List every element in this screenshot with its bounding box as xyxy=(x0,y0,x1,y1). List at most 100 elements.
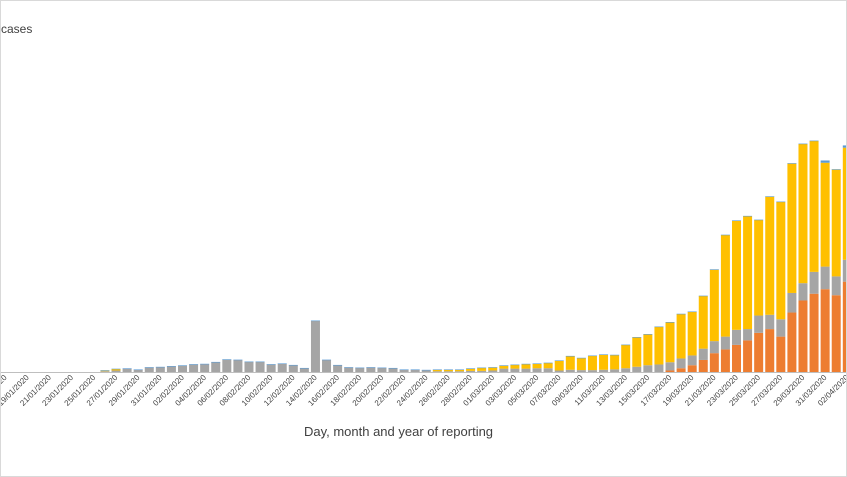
bar-segment xyxy=(654,364,664,372)
bar-segment xyxy=(100,370,110,372)
bar-segment xyxy=(399,369,409,372)
bar-segment xyxy=(842,281,846,372)
bar-segment xyxy=(410,369,420,372)
bar-segment xyxy=(133,369,143,372)
bar-segment xyxy=(809,140,819,272)
bar-segment xyxy=(255,361,265,363)
bar-segment xyxy=(632,366,642,372)
bar-segment xyxy=(310,320,320,322)
bar-segment xyxy=(587,355,597,357)
bar-segment xyxy=(421,370,431,372)
bar-segment xyxy=(565,355,575,357)
bar-segment xyxy=(709,341,719,354)
bar-segment xyxy=(499,365,509,369)
bar-segment xyxy=(466,370,476,372)
bar-segment xyxy=(543,362,553,364)
bar-segment xyxy=(200,363,210,365)
bar-segment xyxy=(687,311,697,356)
bar-segment xyxy=(787,292,797,313)
bar-segment xyxy=(665,322,675,323)
bar-segment xyxy=(222,359,232,360)
bar-segment xyxy=(521,368,531,372)
bar-segment xyxy=(709,269,719,270)
bar-segment xyxy=(831,295,841,372)
bar-segment xyxy=(432,371,442,372)
bar-segment xyxy=(344,367,354,368)
bar-segment xyxy=(776,201,786,203)
bar-segment xyxy=(787,163,797,293)
bar-segment xyxy=(798,143,808,145)
y-axis-label: cases xyxy=(1,22,33,36)
bar-segment xyxy=(643,334,653,335)
bar-segment xyxy=(554,360,564,371)
bar-segment xyxy=(288,365,298,372)
bar-segment xyxy=(610,355,620,370)
bar-segment xyxy=(488,367,498,371)
bar-segment xyxy=(554,370,564,372)
bar-segment xyxy=(621,344,631,369)
bar-segment xyxy=(299,367,309,369)
bar-segment xyxy=(798,143,808,284)
bar-segment xyxy=(233,359,243,361)
bar-segment xyxy=(122,368,132,369)
bar-segment xyxy=(565,356,575,370)
bar-segment xyxy=(322,359,332,361)
bar-segment xyxy=(333,365,343,372)
bar-segment xyxy=(820,162,830,267)
bar-segment xyxy=(100,370,110,371)
bar-segment xyxy=(610,354,620,356)
bar-segment xyxy=(776,336,786,372)
bar-segment xyxy=(587,370,597,372)
bar-segment xyxy=(233,359,243,372)
bar-segment xyxy=(765,314,775,330)
bar-segment xyxy=(455,371,464,372)
bar-segment xyxy=(654,326,664,328)
bar-segment xyxy=(576,357,586,359)
bar-segment xyxy=(654,326,664,365)
bar-segment xyxy=(222,359,232,372)
bar-segment xyxy=(521,363,531,365)
bar-segment xyxy=(809,140,819,142)
bar-segment xyxy=(155,366,165,368)
bar-segment xyxy=(565,369,575,372)
bar-segment xyxy=(610,369,620,372)
bar-segment xyxy=(355,367,365,372)
bar-segment xyxy=(455,369,464,372)
bar-segment xyxy=(743,215,753,217)
bar-segment xyxy=(765,196,775,315)
bar-segment xyxy=(676,358,686,369)
bar-segment xyxy=(178,365,187,372)
bar-segment xyxy=(521,364,531,369)
bar-segment xyxy=(543,362,553,369)
bar-segment xyxy=(732,329,741,345)
bar-segment xyxy=(599,354,609,370)
bar-segment xyxy=(466,368,476,369)
bar-segment xyxy=(377,367,387,372)
bar-segment xyxy=(698,359,708,372)
bar-segment xyxy=(754,332,764,372)
bar-segment xyxy=(189,364,199,372)
bar-segment xyxy=(687,365,697,372)
bar-segment xyxy=(432,369,442,372)
bar-segment xyxy=(477,370,487,372)
bar-segment xyxy=(809,293,819,372)
bar-segment xyxy=(621,368,631,372)
bar-segment xyxy=(776,201,786,320)
bar-segment xyxy=(820,289,830,372)
bar-segment xyxy=(754,315,764,333)
bar-segment xyxy=(443,369,453,371)
bar-segment xyxy=(455,369,464,371)
bar-segment xyxy=(743,329,753,341)
bar-segment xyxy=(809,271,819,294)
bar-segment xyxy=(842,145,846,148)
bar-segment xyxy=(698,295,708,297)
bar-segment xyxy=(122,368,132,372)
bar-segment xyxy=(787,312,797,372)
bars-layer xyxy=(100,140,846,372)
bar-segment xyxy=(532,368,542,372)
bar-segment xyxy=(554,360,564,362)
bar-segment xyxy=(798,300,808,372)
bar-segment xyxy=(665,322,675,363)
bar-segment xyxy=(720,336,730,350)
bar-segment xyxy=(288,364,298,366)
